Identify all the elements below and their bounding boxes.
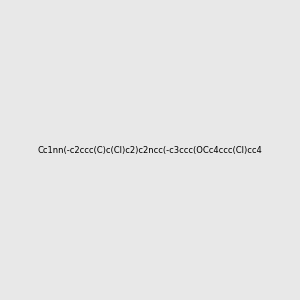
Text: Cc1nn(-c2ccc(C)c(Cl)c2)c2ncc(-c3ccc(OCc4ccc(Cl)cc4: Cc1nn(-c2ccc(C)c(Cl)c2)c2ncc(-c3ccc(OCc4… [38,146,262,154]
